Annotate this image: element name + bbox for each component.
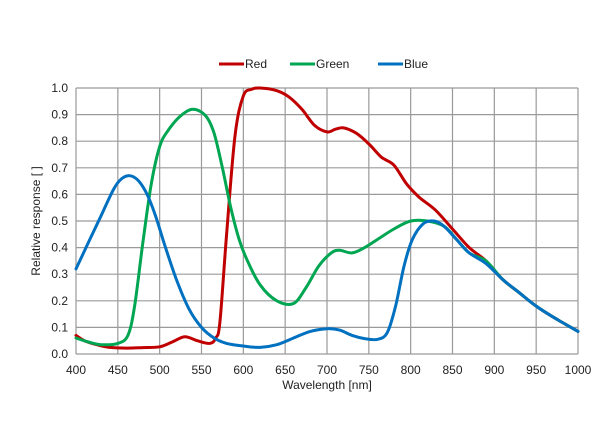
x-axis-label: Wavelength [nm] bbox=[282, 378, 372, 392]
x-tick-label: 1000 bbox=[565, 363, 592, 377]
x-tick-label: 700 bbox=[317, 363, 337, 377]
y-tick-label: 0.5 bbox=[51, 214, 68, 228]
x-tick-labels: 400 450 500 550 600 650 700 750 800 850 900 950 1000 bbox=[66, 363, 592, 377]
x-tick-label: 650 bbox=[275, 363, 295, 377]
y-tick-label: 0.3 bbox=[51, 267, 68, 281]
x-tick-label: 900 bbox=[484, 363, 504, 377]
x-tick-label: 500 bbox=[150, 363, 170, 377]
series-line-blue bbox=[74, 174, 580, 349]
x-tick-label: 400 bbox=[66, 363, 86, 377]
y-axis-label: Relative response [ ] bbox=[29, 166, 43, 275]
y-tick-label: 0.7 bbox=[51, 161, 68, 175]
x-tick-label: 850 bbox=[442, 363, 462, 377]
y-tick-label: 0.8 bbox=[51, 134, 68, 148]
legend-item-blue: Blue bbox=[378, 57, 428, 71]
series-line-red bbox=[74, 86, 580, 350]
legend: Red Green Blue bbox=[219, 57, 428, 71]
x-tick-label: 950 bbox=[526, 363, 546, 377]
y-tick-label: 0.2 bbox=[51, 294, 68, 308]
legend-label: Red bbox=[245, 57, 267, 71]
legend-item-green: Green bbox=[290, 57, 349, 71]
y-tick-label: 0.1 bbox=[51, 320, 68, 334]
series-layer bbox=[74, 86, 580, 350]
x-tick-label: 550 bbox=[191, 363, 211, 377]
y-tick-label: 1.0 bbox=[51, 81, 68, 95]
y-tick-label: 0.0 bbox=[51, 347, 68, 361]
x-tick-label: 450 bbox=[108, 363, 128, 377]
legend-label: Green bbox=[316, 57, 349, 71]
y-tick-label: 0.4 bbox=[51, 241, 68, 255]
y-tick-labels: 0.0 0.1 0.2 0.3 0.4 0.5 0.6 0.7 0.8 0.9 1.0 bbox=[51, 81, 68, 361]
x-tick-label: 750 bbox=[359, 363, 379, 377]
legend-item-red: Red bbox=[219, 57, 267, 71]
y-tick-label: 0.9 bbox=[51, 108, 68, 122]
x-tick-label: 600 bbox=[233, 363, 253, 377]
y-tick-label: 0.6 bbox=[51, 187, 68, 201]
x-tick-label: 800 bbox=[401, 363, 421, 377]
legend-label: Blue bbox=[404, 57, 428, 71]
